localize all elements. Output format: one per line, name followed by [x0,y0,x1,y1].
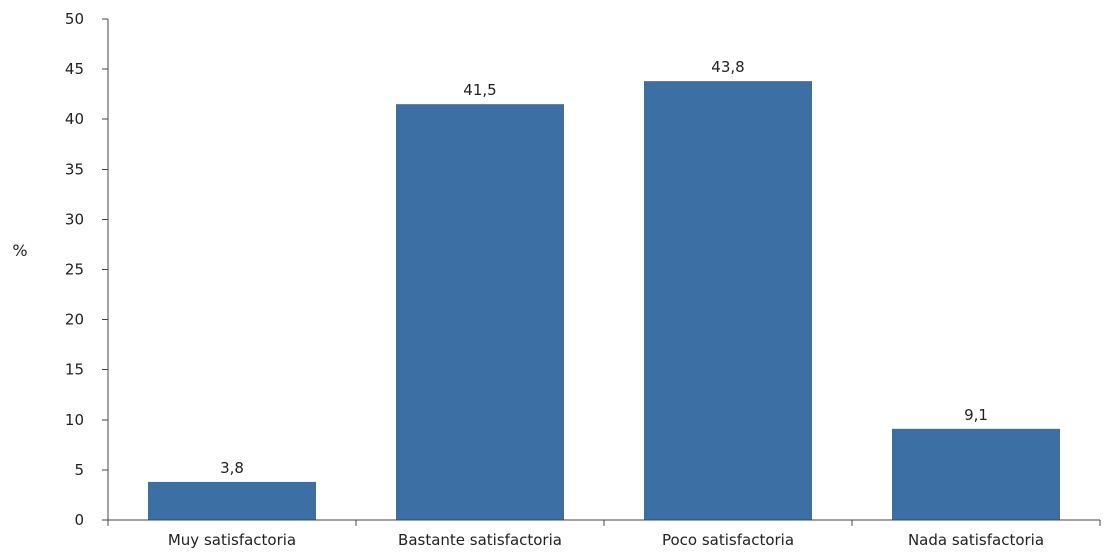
y-tick-label: 5 [74,461,84,479]
data-label: 9,1 [964,406,988,424]
bar [892,428,1060,520]
data-label: 43,8 [711,58,744,76]
bar [644,81,812,521]
data-labels-group: 3,8 41,5 43,8 9,1 [220,58,988,477]
y-axis: 0 5 10 15 20 25 30 35 40 45 50 [65,10,109,529]
y-axis-title: % [12,241,27,260]
y-tick-label: 50 [65,10,84,28]
y-tick-label: 30 [65,210,84,228]
x-axis: Muy satisfactoria Bastante satisfactoria P… [107,519,1101,549]
y-tick-label: 35 [65,160,84,178]
x-category-label: Nada satisfactoria [908,531,1044,549]
x-category-label: Muy satisfactoria [168,531,296,549]
y-tick-label: 10 [65,411,84,429]
bar [396,104,564,521]
y-tick-label: 15 [65,361,84,379]
y-tick-label: 45 [65,60,84,78]
data-label: 3,8 [220,459,244,477]
y-tick-label: 0 [74,511,84,529]
bar [148,481,316,520]
data-label: 41,5 [463,81,496,99]
y-tick-label: 40 [65,110,84,128]
y-tick-label: 25 [65,261,84,279]
y-tick-label: 20 [65,311,84,329]
bars-group [148,81,1060,521]
x-category-label: Poco satisfactoria [662,531,794,549]
x-category-label: Bastante satisfactoria [398,531,562,549]
